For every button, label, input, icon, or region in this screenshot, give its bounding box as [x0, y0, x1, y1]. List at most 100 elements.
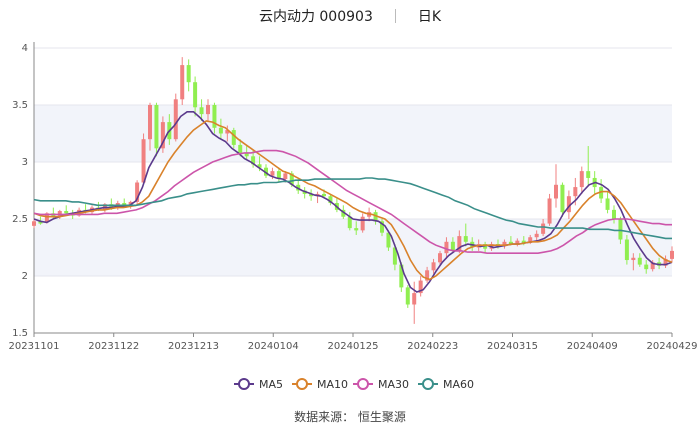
candle — [231, 127, 236, 149]
x-tick-label: 20240125 — [328, 341, 379, 352]
candle-body — [322, 193, 326, 197]
candle — [199, 99, 204, 121]
legend-marker — [238, 378, 250, 390]
candle — [193, 76, 198, 117]
x-tick-label: 20231101 — [9, 341, 60, 352]
candle-body — [225, 130, 230, 134]
candle-body — [160, 122, 165, 149]
candle-body — [283, 173, 288, 180]
candle — [392, 244, 397, 271]
candle-body — [579, 171, 584, 188]
ma60-line — [33, 177, 672, 240]
candle — [380, 219, 384, 237]
y-tick-label: 3 — [22, 157, 28, 168]
candle — [502, 239, 507, 249]
candle — [186, 59, 191, 92]
candle-body — [373, 212, 378, 222]
candle — [605, 191, 610, 214]
x-tick-label: 20231122 — [88, 341, 139, 352]
y-axis: 1.5 2 2.5 3 3.5 4 — [12, 42, 35, 339]
candle-body — [251, 156, 256, 165]
candle-body — [573, 187, 578, 197]
candle-body — [231, 130, 236, 145]
candle — [650, 260, 655, 272]
legend-item: MA30 — [353, 378, 409, 391]
candle-body — [212, 105, 217, 128]
candle — [444, 237, 449, 259]
period-label: 日K — [417, 9, 442, 25]
x-tick-label: 20240223 — [407, 341, 458, 352]
legend-marker — [357, 378, 369, 390]
candle-body — [560, 184, 565, 213]
candle-body — [309, 193, 314, 197]
candle-body — [650, 262, 655, 270]
candle-body — [444, 241, 449, 254]
candle-body — [670, 250, 674, 259]
moving-average-lines — [33, 111, 673, 293]
candle — [534, 230, 539, 242]
y-tick-label: 2.5 — [12, 214, 28, 225]
candle-body — [270, 171, 275, 176]
candle-body — [399, 264, 404, 288]
candle — [141, 133, 146, 185]
candle — [386, 230, 391, 251]
candle — [644, 260, 649, 274]
ma30-line — [33, 149, 672, 254]
candle — [373, 209, 378, 225]
candle — [431, 258, 436, 274]
background-bands — [34, 105, 672, 276]
candle-body — [425, 270, 430, 281]
candle — [328, 193, 333, 206]
candle-body — [624, 239, 629, 261]
candle — [264, 164, 268, 178]
ma5-line — [33, 111, 673, 293]
candle-body — [612, 209, 616, 219]
legend-label: MA30 — [378, 378, 409, 391]
band — [34, 105, 672, 162]
candle — [631, 253, 636, 271]
candle-body — [180, 65, 185, 100]
candle-body — [637, 257, 642, 265]
candle-body — [32, 221, 36, 226]
candle-body — [405, 287, 410, 305]
candle-body — [360, 216, 365, 231]
candle — [32, 219, 36, 229]
legend: MA5 MA10 MA30 MA60 — [234, 378, 474, 391]
candle — [360, 213, 365, 233]
x-tick-label: 20240104 — [248, 341, 299, 352]
candle-body — [193, 82, 198, 108]
candle — [251, 150, 256, 168]
chart-title: 云内动力 000903 日K — [0, 6, 700, 26]
candle-body — [154, 105, 159, 149]
data-source: 数据来源： 恒生聚源 — [294, 410, 406, 424]
candle-body — [438, 253, 442, 263]
candle — [309, 189, 314, 201]
legend-marker — [422, 378, 434, 390]
candle-body — [135, 182, 140, 202]
candle-body — [218, 127, 223, 134]
candle-body — [206, 105, 210, 115]
candle-body — [547, 198, 552, 224]
legend-label: MA5 — [259, 378, 283, 391]
candle — [586, 146, 591, 185]
candle-body — [392, 247, 397, 265]
candle — [438, 250, 442, 265]
title-separator — [394, 9, 396, 23]
candle-body — [38, 221, 43, 224]
candle — [315, 191, 320, 204]
candle — [347, 212, 352, 231]
candle — [276, 167, 281, 183]
candle-body — [521, 240, 526, 243]
candle — [160, 116, 165, 153]
candle — [154, 102, 159, 157]
candle — [663, 255, 668, 269]
candle-body — [457, 236, 462, 251]
candle-body — [328, 196, 333, 204]
candle-body — [599, 187, 604, 199]
legend-item: MA10 — [292, 378, 348, 391]
candle-body — [605, 198, 610, 210]
candle-body — [463, 236, 468, 242]
candle — [148, 102, 152, 151]
candle — [579, 166, 584, 194]
